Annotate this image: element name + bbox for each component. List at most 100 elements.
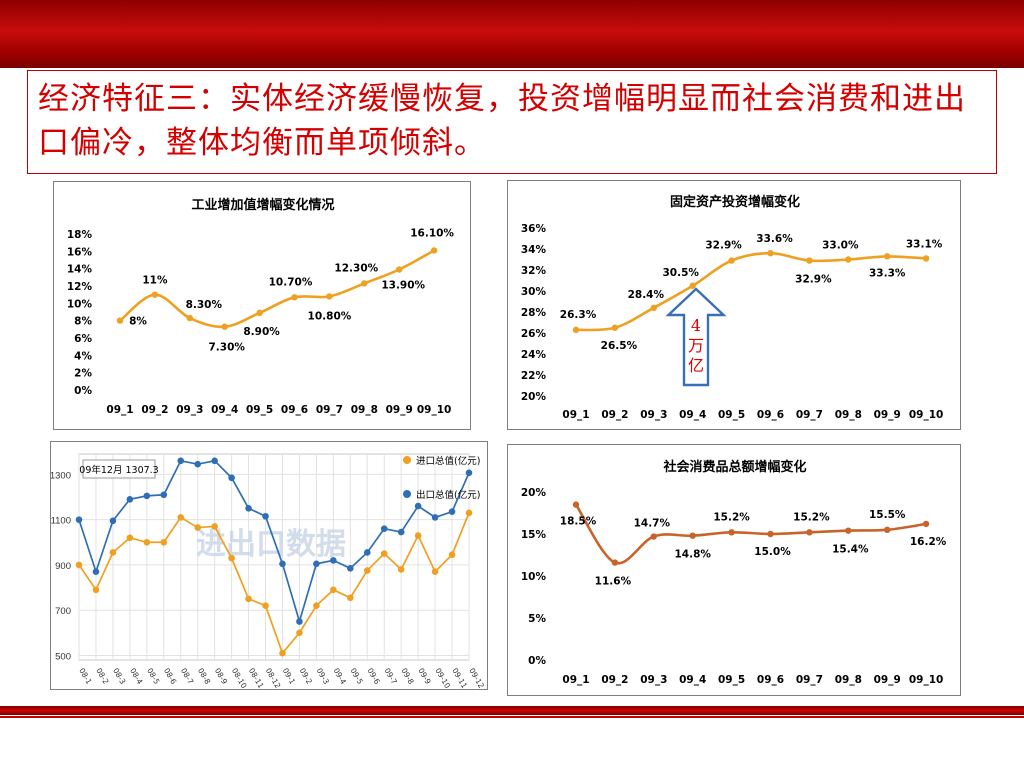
y-tick-label: 14% bbox=[67, 264, 93, 276]
x-tick-label: 09-7 bbox=[382, 667, 398, 686]
data-point bbox=[845, 256, 852, 263]
export-data-point bbox=[431, 514, 439, 521]
data-label: 33.6% bbox=[756, 233, 793, 245]
arrow-label: 亿 bbox=[688, 356, 704, 375]
data-point bbox=[689, 532, 696, 539]
x-tick-label: 09_7 bbox=[316, 404, 343, 416]
x-tick-label: 09-5 bbox=[349, 667, 365, 686]
chart-retail-sales-svg: 社会消费品总额增幅变化 0% 5% 10% 15% 20% 09_1 09_2 09_3 09_4… bbox=[521, 459, 947, 686]
y-tick-label: 22% bbox=[521, 370, 547, 382]
export-data-point bbox=[397, 528, 405, 536]
data-point bbox=[845, 527, 852, 534]
import-data-point bbox=[75, 561, 83, 569]
x-tick-label: 09-2 bbox=[298, 667, 314, 686]
import-data-point bbox=[296, 629, 303, 637]
x-tick-label: 09_2 bbox=[601, 409, 628, 421]
import-data-point bbox=[313, 602, 320, 609]
data-point bbox=[611, 559, 619, 566]
x-tick-label: 08-7 bbox=[179, 667, 195, 686]
data-point bbox=[256, 309, 263, 317]
import-data-point bbox=[245, 595, 252, 603]
x-tick-label: 08-11 bbox=[247, 667, 266, 691]
series-line bbox=[119, 249, 435, 329]
x-tick-label: 09-12 bbox=[467, 667, 486, 691]
data-label: 16.10% bbox=[410, 227, 454, 239]
x-tick-label: 09-3 bbox=[315, 667, 331, 686]
data-point bbox=[291, 294, 298, 301]
chart-industrial-growth-svg: 工业增加值增幅变化情况 0% 2% 4% 6% 8% 10% 12% 14% 16% 18% 09_1… bbox=[67, 197, 455, 416]
import-data-point bbox=[109, 549, 117, 556]
data-point bbox=[806, 257, 813, 264]
data-point bbox=[572, 326, 580, 334]
y-tick-label: 28% bbox=[521, 307, 547, 319]
export-data-point bbox=[75, 516, 83, 523]
data-label: 10.80% bbox=[308, 310, 352, 322]
y-tick-label: 6% bbox=[74, 333, 92, 345]
up-arrow-icon bbox=[665, 287, 727, 387]
data-label: 11% bbox=[142, 275, 168, 287]
export-data-point bbox=[194, 460, 201, 468]
data-label: 13.90% bbox=[381, 280, 425, 292]
export-data-point bbox=[465, 469, 473, 477]
x-tick-label: 08-8 bbox=[196, 667, 212, 686]
data-label: 16.2% bbox=[910, 536, 947, 548]
x-tick-label: 09_6 bbox=[757, 674, 784, 686]
x-tick-label: 08-3 bbox=[111, 667, 127, 686]
data-point bbox=[884, 253, 891, 260]
export-data-point bbox=[160, 491, 168, 499]
x-tick-label: 08-1 bbox=[77, 667, 93, 686]
import-data-point bbox=[397, 566, 405, 573]
y-tick-label: 30% bbox=[521, 286, 547, 298]
chart-industrial-growth: 工业增加值增幅变化情况 0% 2% 4% 6% 8% 10% 12% 14% 16% 18% 09_1… bbox=[53, 181, 471, 430]
data-point bbox=[767, 530, 774, 538]
chart-import-export: 500 700 900 1100 1300 08-1 08-2 08-3 08-4 08-5 08-… bbox=[50, 441, 488, 690]
export-data-point bbox=[448, 508, 456, 516]
arrow-label: 4 bbox=[691, 316, 701, 335]
chart-title: 工业增加值增幅变化情况 bbox=[191, 197, 334, 213]
x-tick-label: 09_1 bbox=[106, 404, 133, 416]
x-tick-label: 09-9 bbox=[416, 667, 432, 686]
data-point bbox=[689, 282, 696, 289]
x-tick-label: 09_4 bbox=[679, 674, 706, 686]
y-tick-label: 1300 bbox=[51, 470, 71, 481]
data-point bbox=[186, 314, 193, 322]
y-tick-label: 15% bbox=[521, 529, 547, 541]
x-tick-label: 08-6 bbox=[162, 667, 178, 686]
export-series-line bbox=[78, 459, 470, 625]
data-label: 8% bbox=[129, 316, 147, 328]
x-tick-label: 09_3 bbox=[176, 404, 203, 416]
x-tick-label: 09_2 bbox=[141, 404, 168, 416]
data-label: 33.3% bbox=[869, 267, 906, 279]
import-data-point bbox=[465, 509, 473, 517]
y-tick-label: 10% bbox=[521, 571, 547, 583]
data-point bbox=[430, 247, 438, 254]
data-label: 11.6% bbox=[595, 576, 632, 588]
export-data-point bbox=[296, 618, 303, 625]
export-data-point bbox=[347, 565, 354, 572]
y-tick-label: 16% bbox=[67, 246, 93, 258]
x-tick-label: 09_8 bbox=[835, 409, 862, 421]
x-tick-label: 08-5 bbox=[145, 667, 161, 686]
x-tick-label: 09-4 bbox=[332, 667, 348, 686]
x-tick-label: 09_5 bbox=[246, 404, 273, 416]
import-data-point bbox=[211, 523, 218, 530]
x-tick-label: 09_9 bbox=[386, 404, 413, 416]
data-point bbox=[221, 323, 228, 330]
import-data-point bbox=[92, 586, 100, 594]
export-data-point bbox=[245, 505, 252, 512]
x-tick-label: 09_6 bbox=[757, 409, 784, 421]
chart-title: 固定资产投资增幅变化 bbox=[670, 194, 800, 210]
export-data-point bbox=[313, 560, 320, 568]
data-label: 18.5% bbox=[560, 516, 597, 528]
export-data-point bbox=[330, 557, 337, 564]
data-label: 33.0% bbox=[822, 240, 859, 252]
y-tick-label: 26% bbox=[521, 328, 547, 340]
x-tick-label: 09_1 bbox=[562, 674, 589, 686]
chart-retail-sales: 社会消费品总额增幅变化 0% 5% 10% 15% 20% 09_1 09_2 09_3 09_4… bbox=[507, 444, 961, 696]
x-tick-label: 09_4 bbox=[211, 404, 238, 416]
x-tick-label: 08-2 bbox=[94, 667, 110, 686]
data-label: 15.5% bbox=[869, 509, 906, 521]
legend-marker bbox=[403, 490, 411, 498]
data-point bbox=[151, 291, 159, 298]
import-data-point bbox=[160, 538, 168, 546]
